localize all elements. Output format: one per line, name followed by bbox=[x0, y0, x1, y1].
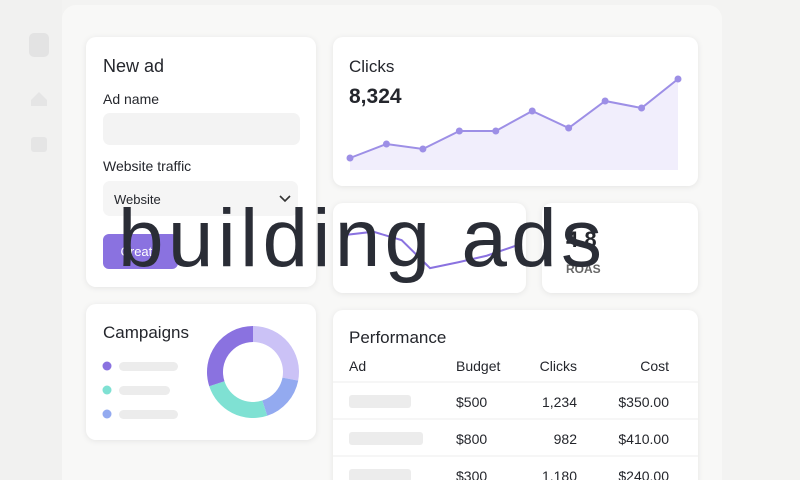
table-cell: $240.00 bbox=[618, 468, 669, 480]
new-ad-card bbox=[86, 37, 316, 287]
donut-segment bbox=[262, 377, 299, 416]
card-title: Clicks bbox=[349, 57, 394, 76]
card-title: Campaigns bbox=[103, 323, 189, 342]
chevron bbox=[279, 195, 291, 203]
dropdown-value: Website bbox=[114, 192, 161, 207]
table-cell: $410.00 bbox=[618, 431, 669, 447]
donut-segment bbox=[253, 326, 299, 381]
donut-segment bbox=[209, 381, 268, 418]
sidebar bbox=[0, 0, 62, 480]
create-button[interactable] bbox=[103, 234, 178, 269]
table-cell: 1,234 bbox=[542, 394, 577, 410]
point bbox=[601, 97, 609, 105]
table-cell: $300 bbox=[456, 468, 487, 480]
table-cell: $500 bbox=[456, 394, 487, 410]
field-label: Ad name bbox=[103, 91, 159, 107]
roas-value: 4.8 bbox=[566, 227, 597, 252]
point bbox=[565, 124, 573, 132]
ad-placeholder bbox=[349, 469, 411, 480]
text-input[interactable] bbox=[103, 113, 300, 145]
roas-label: ROAS bbox=[566, 262, 601, 276]
point bbox=[382, 140, 390, 148]
performance-card bbox=[333, 310, 698, 480]
column-header: Budget bbox=[456, 358, 500, 374]
legend-placeholder bbox=[119, 410, 178, 419]
table-cell: 982 bbox=[554, 431, 578, 447]
table-cell: 1,180 bbox=[542, 468, 577, 480]
dropdown[interactable] bbox=[103, 181, 298, 216]
point bbox=[346, 154, 354, 162]
legend-placeholder bbox=[119, 386, 170, 395]
sidebar-icon[interactable] bbox=[29, 33, 49, 57]
legend-dot bbox=[102, 409, 112, 419]
point bbox=[674, 75, 682, 83]
point bbox=[455, 127, 463, 135]
sidebar-icon[interactable] bbox=[31, 92, 47, 106]
line bbox=[344, 230, 516, 270]
point bbox=[638, 104, 646, 112]
point bbox=[492, 127, 500, 135]
clicks-total: 8,324 bbox=[349, 85, 402, 108]
field-label: Website traffic bbox=[103, 158, 191, 174]
column-header: Clicks bbox=[540, 358, 577, 374]
donut-segment bbox=[207, 326, 253, 387]
column-header: Ad bbox=[349, 358, 366, 374]
roas-card bbox=[542, 203, 698, 293]
point bbox=[419, 145, 427, 153]
table-cell: $800 bbox=[456, 431, 487, 447]
legend-placeholder bbox=[119, 362, 178, 371]
trend-card bbox=[333, 203, 526, 293]
legend-dot bbox=[102, 385, 112, 395]
sidebar-icon[interactable] bbox=[31, 137, 47, 152]
point bbox=[528, 107, 536, 115]
card-title: New ad bbox=[103, 56, 164, 76]
ad-placeholder bbox=[349, 432, 423, 445]
button-label: Create bbox=[120, 244, 159, 259]
line bbox=[349, 78, 679, 159]
ad-placeholder bbox=[349, 395, 411, 408]
column-header: Cost bbox=[640, 358, 669, 374]
table-cell: $350.00 bbox=[618, 394, 669, 410]
legend-dot bbox=[102, 361, 112, 371]
area bbox=[350, 79, 678, 170]
card-title: Performance bbox=[349, 328, 446, 347]
overlay-caption: building ads bbox=[118, 193, 602, 284]
